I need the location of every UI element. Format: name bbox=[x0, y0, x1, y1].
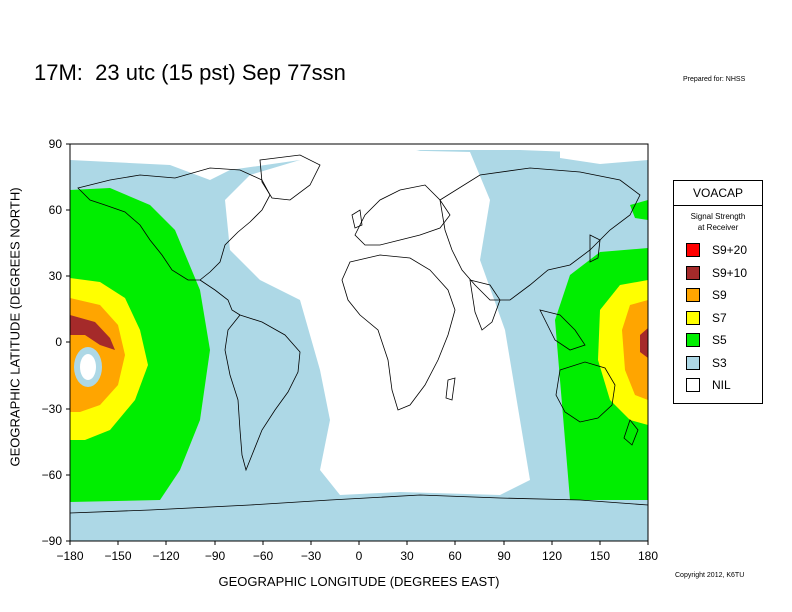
legend-swatch bbox=[686, 265, 700, 280]
x-tick-label: 180 bbox=[637, 549, 659, 563]
legend-item: NIL bbox=[674, 374, 762, 397]
chart-title: 17M: 23 utc (15 pst) Sep 77ssn bbox=[34, 60, 346, 85]
legend-item: S9+10 bbox=[674, 262, 762, 285]
x-tick-label: −90 bbox=[204, 549, 226, 563]
near-skip-zone-inner bbox=[80, 354, 96, 380]
prepared-for-note: Prepared for: NHSS bbox=[683, 76, 746, 83]
legend-swatch bbox=[686, 355, 700, 370]
legend-items: S9+20 S9+10 S9 S7 S5 S3 NIL bbox=[674, 239, 762, 397]
s5-pocket-kamchatka bbox=[630, 200, 648, 220]
legend-subtitle-line1: Signal Strength bbox=[690, 212, 746, 221]
s9-region-east bbox=[622, 300, 648, 400]
coverage-field bbox=[70, 144, 648, 541]
legend: VOACAP Signal Strength at Receiver S9+20… bbox=[673, 180, 763, 404]
x-tick-label: −150 bbox=[104, 549, 132, 563]
land-outlines bbox=[70, 154, 648, 514]
y-tick-label: −60 bbox=[41, 468, 62, 482]
nil-region-arctic bbox=[560, 150, 648, 164]
legend-label: S5 bbox=[712, 333, 727, 348]
y-tick-label: 0 bbox=[55, 335, 62, 349]
y-tick-label: 30 bbox=[48, 269, 62, 283]
nil-region-center bbox=[225, 150, 530, 495]
x-tick-label: 90 bbox=[497, 549, 511, 563]
legend-label: S9 bbox=[712, 288, 727, 303]
x-axis-label: GEOGRAPHIC LONGITUDE (DEGREES EAST) bbox=[218, 574, 500, 589]
s9p10-region-west bbox=[70, 315, 115, 350]
legend-label: S9+20 bbox=[712, 243, 748, 258]
legend-label: NIL bbox=[712, 378, 731, 393]
legend-item: S9 bbox=[674, 284, 762, 307]
x-tick-label: −120 bbox=[152, 549, 180, 563]
y-tick-label: 60 bbox=[48, 203, 62, 217]
s5-pocket-alaska bbox=[70, 190, 140, 232]
x-tick-label: 60 bbox=[448, 549, 462, 563]
legend-item: S7 bbox=[674, 307, 762, 330]
y-tick-label: 90 bbox=[48, 137, 62, 151]
copyright-note: Copyright 2012, K6TU bbox=[675, 572, 745, 579]
legend-swatch bbox=[686, 378, 700, 393]
legend-label: S9+10 bbox=[712, 265, 748, 280]
legend-label: S3 bbox=[712, 355, 727, 370]
x-tick-label: −180 bbox=[56, 549, 84, 563]
x-tick-label: −30 bbox=[300, 549, 322, 563]
x-tick-label: 120 bbox=[541, 549, 563, 563]
legend-swatch bbox=[686, 310, 700, 325]
x-tick-label: 30 bbox=[400, 549, 414, 563]
legend-item: S9+20 bbox=[674, 239, 762, 262]
x-tick-label: −60 bbox=[252, 549, 274, 563]
legend-item: S3 bbox=[674, 352, 762, 375]
legend-swatch bbox=[686, 333, 700, 348]
legend-label: S7 bbox=[712, 310, 727, 325]
y-tick-label: −90 bbox=[41, 534, 62, 548]
y-axis-label: GEOGRAPHIC LATITUDE (DEGREES NORTH) bbox=[7, 187, 23, 467]
legend-swatch bbox=[686, 288, 700, 303]
legend-subtitle: Signal Strength at Receiver bbox=[674, 211, 762, 233]
x-tick-label: 0 bbox=[355, 549, 363, 563]
antarctic-band bbox=[70, 515, 648, 541]
legend-swatch bbox=[686, 243, 700, 258]
axis-tick-marks bbox=[66, 143, 649, 545]
s9p10-region-east bbox=[640, 328, 648, 358]
legend-item: S5 bbox=[674, 329, 762, 352]
x-tick-label: 150 bbox=[589, 549, 611, 563]
legend-title: VOACAP bbox=[674, 181, 762, 206]
y-tick-label: −30 bbox=[41, 402, 62, 416]
legend-subtitle-line2: at Receiver bbox=[697, 223, 739, 232]
